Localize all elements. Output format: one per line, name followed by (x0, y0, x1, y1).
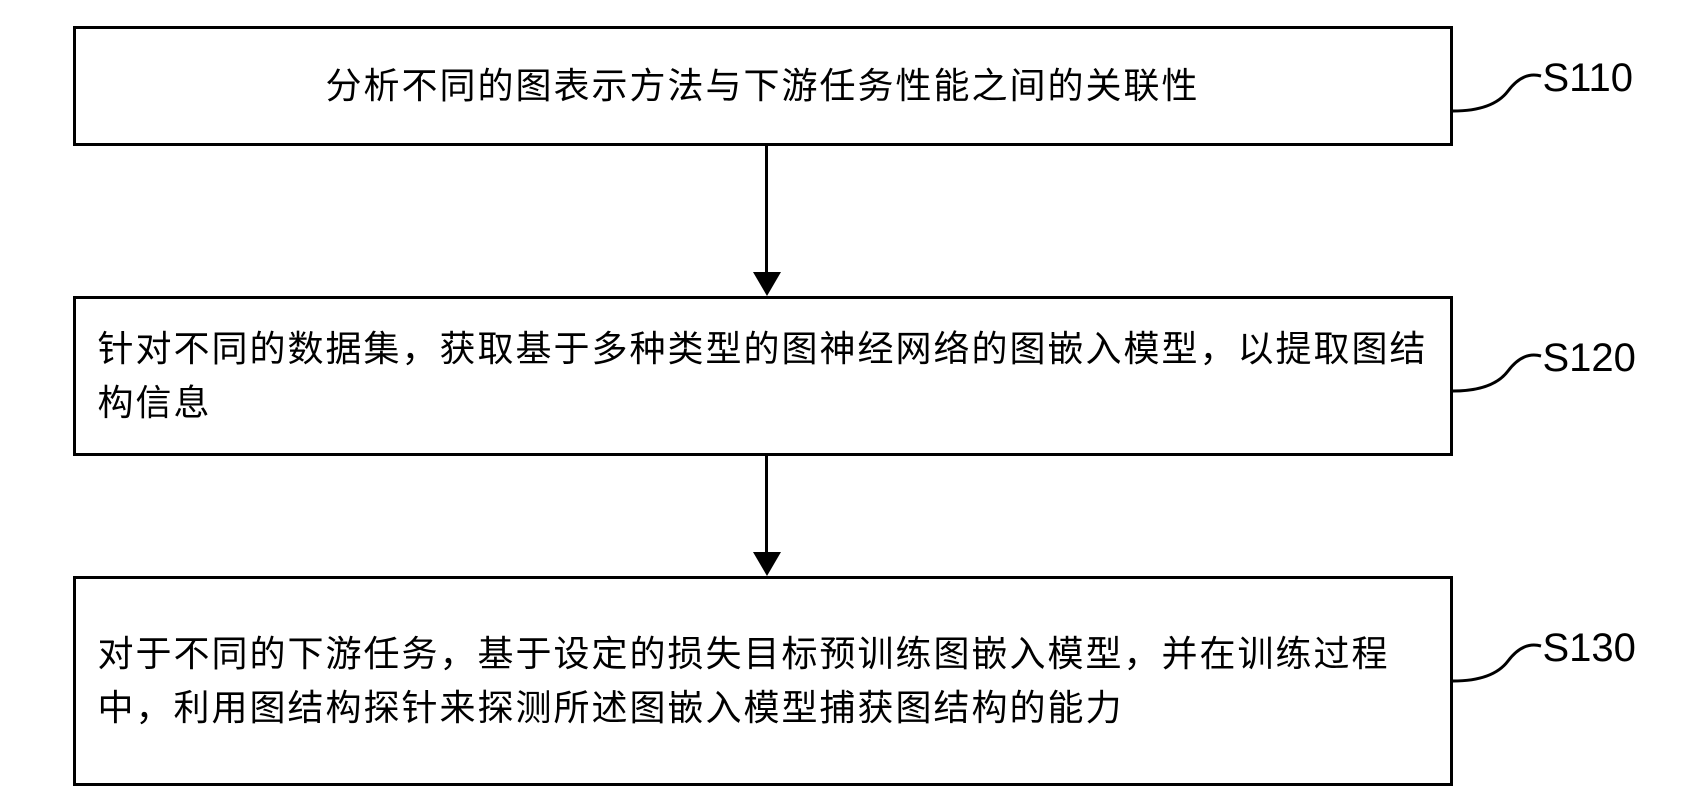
step-label-1: S110 (1543, 56, 1633, 101)
arrow-head-icon (753, 272, 781, 296)
flowchart-container: 分析不同的图表示方法与下游任务性能之间的关联性 S110 针对不同的数据集，获取… (53, 16, 1653, 796)
step-label-2: S120 (1543, 336, 1636, 381)
flow-step-3-text: 对于不同的下游任务，基于设定的损失目标预训练图嵌入模型，并在训练过程中，利用图结… (98, 627, 1428, 735)
arrow-1-to-2 (753, 146, 781, 296)
arrow-2-to-3 (753, 456, 781, 576)
flow-step-2: 针对不同的数据集，获取基于多种类型的图神经网络的图嵌入模型，以提取图结构信息 (73, 296, 1453, 456)
connector-curve-2 (1453, 346, 1543, 396)
step-label-3: S130 (1543, 626, 1636, 671)
arrow-head-icon (753, 552, 781, 576)
flow-step-2-text: 针对不同的数据集，获取基于多种类型的图神经网络的图嵌入模型，以提取图结构信息 (98, 322, 1428, 430)
flow-step-3: 对于不同的下游任务，基于设定的损失目标预训练图嵌入模型，并在训练过程中，利用图结… (73, 576, 1453, 786)
flow-step-1-text: 分析不同的图表示方法与下游任务性能之间的关联性 (325, 59, 1199, 113)
connector-curve-3 (1453, 636, 1543, 686)
arrow-line-icon (765, 456, 768, 553)
flow-step-1: 分析不同的图表示方法与下游任务性能之间的关联性 (73, 26, 1453, 146)
connector-curve-1 (1453, 66, 1543, 116)
arrow-line-icon (765, 146, 768, 273)
